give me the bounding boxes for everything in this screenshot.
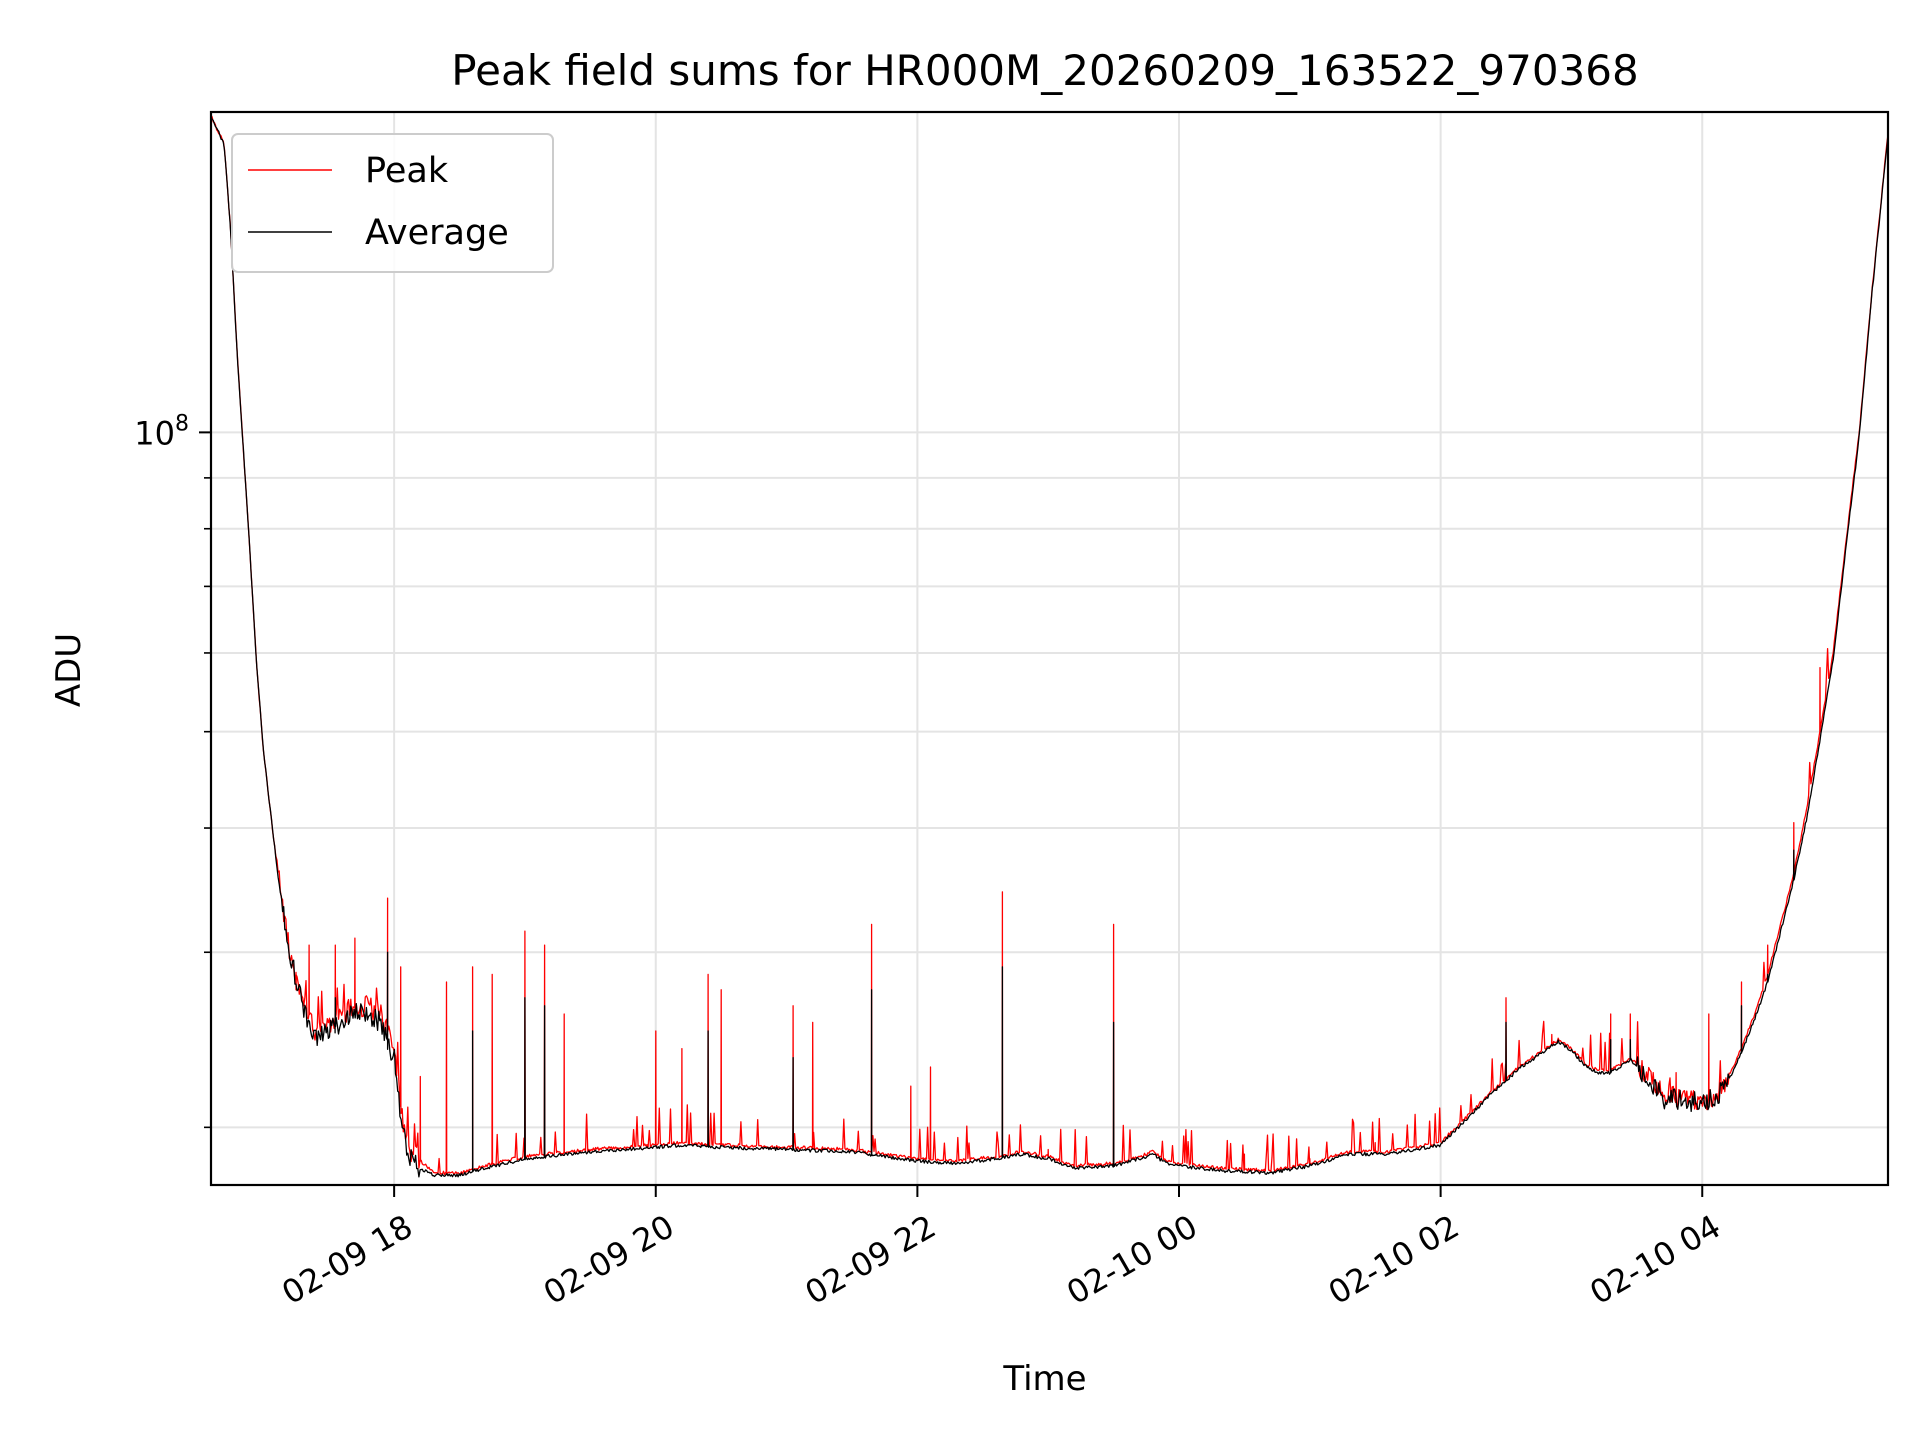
series-layer xyxy=(210,114,1889,1178)
legend-box xyxy=(231,133,554,273)
y-tick-label: 108 xyxy=(134,411,189,452)
average-series-line xyxy=(210,116,1889,1178)
y-tick-exponent: 8 xyxy=(175,411,189,436)
legend-peak-label: Peak xyxy=(365,151,449,191)
chart-title: Peak field sums for HR000M_20260209_1635… xyxy=(451,46,1638,95)
legend: Peak Average xyxy=(231,133,554,273)
grid-layer xyxy=(211,112,1888,1185)
legend-average-label: Average xyxy=(365,213,509,253)
plot-frame xyxy=(209,110,1890,1187)
y-axis-label: ADU xyxy=(49,633,89,707)
x-axis-label: Time xyxy=(1002,1359,1086,1399)
y-tick-base: 10 xyxy=(134,414,175,452)
